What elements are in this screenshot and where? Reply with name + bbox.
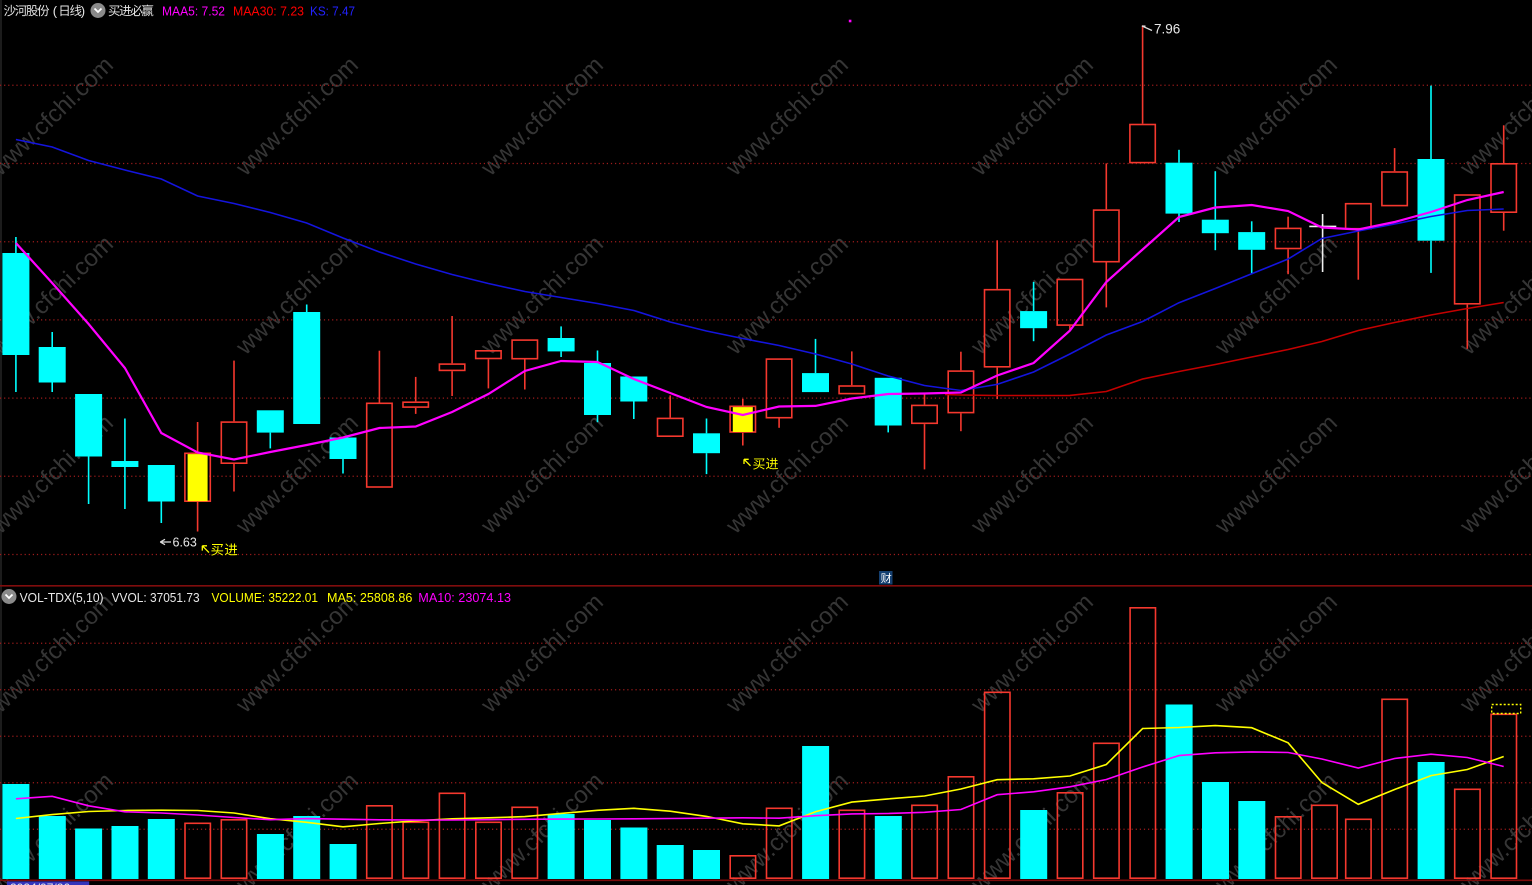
svg-text:): ) [81,4,85,19]
svg-text:VOLUME: 35222.01: VOLUME: 35222.01 [212,590,319,605]
svg-text:6.63: 6.63 [173,536,197,550]
svg-text:MAA5: 7.52: MAA5: 7.52 [162,4,225,19]
svg-text:MA10: 23074.13: MA10: 23074.13 [418,590,511,605]
svg-text:MA5: 25808.86: MA5: 25808.86 [327,590,412,605]
svg-text:7.96: 7.96 [1154,22,1180,37]
svg-text:(: ( [53,4,58,19]
svg-text:VVOL: 37051.73: VVOL: 37051.73 [112,590,200,605]
svg-text:MAA30: 7.23: MAA30: 7.23 [233,4,304,19]
svg-text:2024/07/26: 2024/07/26 [10,881,70,885]
svg-text:KS: 7.47: KS: 7.47 [310,4,355,19]
svg-text:VOL-TDX(5,10): VOL-TDX(5,10) [20,590,104,605]
